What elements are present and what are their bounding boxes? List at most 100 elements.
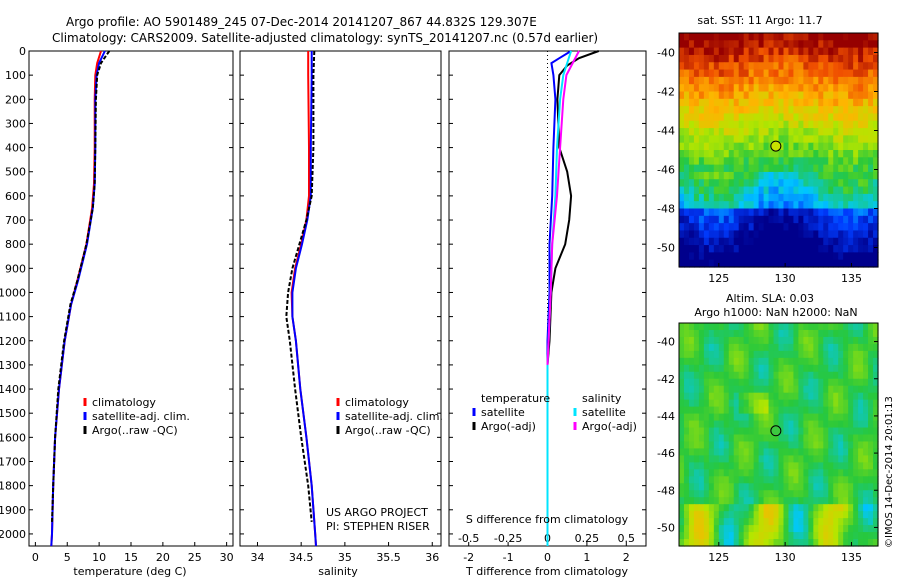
map-cell [853, 223, 859, 232]
map-cell [748, 336, 755, 345]
map-cell [858, 323, 864, 331]
map-cell [693, 504, 700, 512]
map-cell [713, 252, 720, 261]
map-cell [833, 497, 839, 505]
map-cell [838, 497, 844, 505]
map-cell [848, 171, 854, 180]
map-cell [758, 54, 765, 63]
map-cell [713, 343, 720, 352]
map-cell [743, 448, 750, 457]
map-cell [798, 164, 804, 173]
map-cell [688, 455, 695, 463]
map-cell [793, 106, 799, 115]
map-cell [858, 208, 864, 217]
map-cell [813, 40, 819, 49]
map-cell [788, 441, 795, 450]
map-cell [693, 54, 700, 63]
map-cell [703, 343, 710, 352]
x-tick-label: 35.5 [376, 551, 401, 564]
map-cell [728, 208, 735, 217]
map-cell [688, 106, 695, 115]
map-cell [728, 504, 735, 512]
map-cell [803, 497, 809, 505]
map-cell [848, 179, 854, 188]
argo-float-marker [770, 140, 782, 152]
map-cell [679, 128, 685, 136]
map-cell [798, 157, 804, 166]
map-cell [788, 54, 795, 63]
map-cell [873, 371, 879, 380]
map-cell [863, 371, 869, 380]
map-cell [843, 40, 849, 49]
map-cell [823, 142, 829, 151]
map-cell [703, 164, 710, 173]
map-cell [683, 427, 690, 436]
map-cell [798, 406, 804, 415]
map-cell [798, 532, 804, 540]
map-cell [758, 120, 765, 129]
map-cell [853, 364, 859, 373]
map-x-tick-label: 125 [708, 272, 729, 285]
map-cell [843, 69, 849, 78]
map-cell [843, 532, 849, 540]
map-cell [683, 150, 690, 158]
map-cell [863, 150, 869, 158]
map-cell [723, 455, 730, 463]
map-cell [798, 113, 804, 122]
y-tick-label: 2000 [0, 528, 26, 541]
map-frame [678, 322, 879, 547]
map-cell [713, 98, 720, 107]
map-cell [773, 504, 780, 512]
map-cell [808, 91, 814, 100]
map-cell [818, 208, 824, 217]
map-cell [758, 186, 765, 195]
map-cell [693, 518, 700, 526]
map-cell [833, 378, 839, 387]
map-cell [723, 62, 730, 71]
map-cell [793, 539, 799, 547]
map-cell [718, 106, 725, 115]
map-cell [708, 483, 715, 491]
map-cell [679, 208, 685, 217]
map-cell [838, 40, 844, 49]
map-cell [823, 504, 829, 512]
map-cell [679, 343, 685, 352]
map-cell [873, 518, 879, 526]
map-cell [853, 378, 859, 387]
map-cell [778, 98, 785, 107]
map-cell [718, 329, 725, 338]
map-cell [758, 504, 765, 512]
map-cell [873, 106, 879, 115]
map-cell [858, 252, 864, 261]
map-cell [703, 47, 710, 56]
map-cell [848, 98, 854, 107]
map-cell [793, 33, 799, 41]
map-cell [828, 511, 834, 519]
map-cell [679, 47, 685, 56]
map-cell [743, 252, 750, 261]
map-cell [718, 33, 725, 41]
map-cell [768, 490, 775, 498]
map-cell [698, 186, 705, 195]
map-cell [708, 441, 715, 450]
map-cell [783, 84, 790, 93]
map-cell [808, 329, 814, 338]
map-cell [718, 150, 725, 158]
map-cell [688, 497, 695, 505]
map-cell [803, 371, 809, 380]
map-cell [698, 223, 705, 232]
map-cell [843, 120, 849, 129]
map-cell [773, 193, 780, 202]
map-x-tick-label: 135 [841, 272, 862, 285]
map-cell [873, 171, 879, 180]
map-cell [703, 357, 710, 366]
map-cell [833, 455, 839, 463]
map-cell [833, 399, 839, 408]
map-cell [838, 364, 844, 373]
map-cell [683, 237, 690, 246]
map-cell [873, 392, 879, 401]
map-cell [773, 179, 780, 188]
map-cell [768, 378, 775, 387]
map-cell [703, 392, 710, 401]
map-cell [783, 518, 790, 526]
